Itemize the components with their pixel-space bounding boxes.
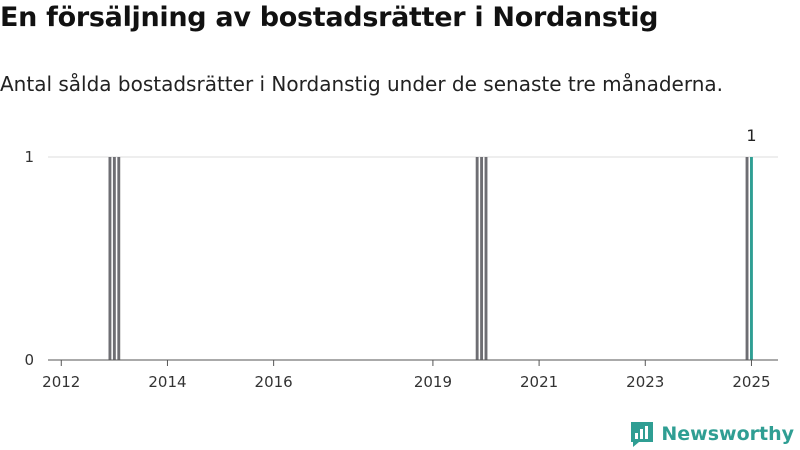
- chart-subtitle: Antal sålda bostadsrätter i Nordanstig u…: [0, 72, 723, 96]
- bars: [108, 157, 753, 360]
- data-labels: 1: [746, 126, 756, 145]
- x-tick-label: 2025: [732, 373, 770, 391]
- data-label: 1: [746, 126, 756, 145]
- axes: 0 1 2012 2014 2016 2019 2021 2023 2025: [24, 148, 778, 391]
- bar: [745, 157, 749, 360]
- bar-latest: [750, 157, 753, 360]
- brand-name: Newsworthy: [661, 423, 794, 445]
- x-tick-label: 2021: [520, 373, 558, 391]
- bar: [117, 157, 121, 360]
- chart-title: En försäljning av bostadsrätter i Nordan…: [0, 2, 659, 33]
- bar: [480, 157, 484, 360]
- bar: [484, 157, 488, 360]
- x-tick-label: 2023: [626, 373, 664, 391]
- y-tick-label: 1: [24, 148, 34, 166]
- x-tick-label: 2016: [255, 373, 293, 391]
- newsworthy-logo-icon: [631, 422, 654, 447]
- bar: [475, 157, 479, 360]
- y-tick-label: 0: [24, 351, 34, 369]
- bar: [112, 157, 116, 360]
- bar: [108, 157, 112, 360]
- x-tick-label: 2019: [414, 373, 452, 391]
- brand-logo: Newsworthy: [629, 420, 794, 448]
- x-tick-label: 2014: [148, 373, 186, 391]
- x-tick-label: 2012: [42, 373, 80, 391]
